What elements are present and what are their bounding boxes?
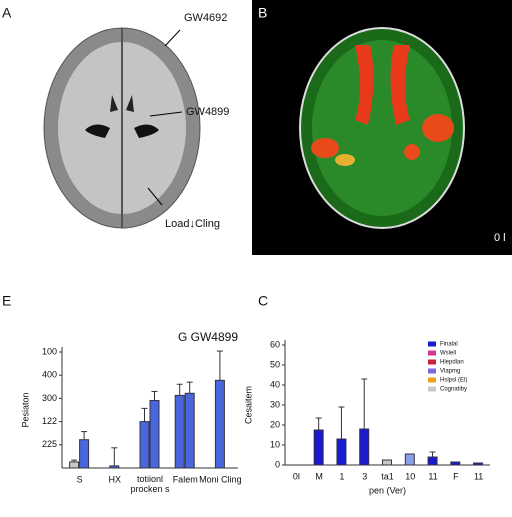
y-tick-label: 20 <box>270 419 280 429</box>
y-tick-label: 300 <box>42 393 57 403</box>
x-tick-label: HX <box>109 474 122 484</box>
annotation: GW4899 <box>186 106 229 118</box>
y-tick-label: 60 <box>270 339 280 349</box>
y-axis-label: Pesiaton <box>20 392 30 427</box>
legend-swatch <box>428 359 436 365</box>
x-axis-label: pen (Ver) <box>369 485 406 495</box>
legend-swatch <box>428 350 436 356</box>
x-tick-label: 1 <box>339 471 344 481</box>
legend-label: Vlapmg <box>440 369 460 375</box>
x-tick-label: totiionl procken s <box>130 474 170 494</box>
bar <box>149 399 160 469</box>
scale-label: 0 l <box>494 232 506 244</box>
bar <box>450 461 461 466</box>
y-tick-label: 122 <box>42 416 57 426</box>
bar <box>184 392 195 469</box>
bar <box>109 465 120 469</box>
annotation: GW4692 <box>184 12 227 24</box>
arrow <box>149 111 183 117</box>
legend-label: Finalal <box>440 342 458 348</box>
bar <box>79 439 90 469</box>
legend-label: Cognatiby <box>440 387 467 393</box>
x-tick-label: S <box>77 474 83 484</box>
bar <box>382 459 392 466</box>
x-tick-label: 3 <box>362 471 367 481</box>
annotation: Load↓Cling <box>165 218 220 230</box>
y-tick-label: 40 <box>270 379 280 389</box>
x-tick-label: F <box>453 471 459 481</box>
y-axis-label: Cesaitem <box>243 386 253 424</box>
x-tick-label: M <box>315 471 323 481</box>
arrow <box>147 187 163 206</box>
y-tick-label: 30 <box>270 399 280 409</box>
y-tick-label: 0 <box>275 459 280 469</box>
bar <box>174 394 185 469</box>
bar <box>473 462 484 466</box>
bar <box>404 453 415 466</box>
legend-label: Wslell <box>440 351 456 357</box>
legend-label: Hlepdlan <box>440 360 464 366</box>
y-tick-label: 225 <box>42 439 57 449</box>
y-tick-label: 10 <box>270 439 280 449</box>
bar <box>427 456 438 466</box>
x-tick-label: Falem <box>173 474 198 484</box>
panel-label: B <box>258 5 267 21</box>
y-tick-label: 100 <box>42 346 57 356</box>
bar <box>69 461 80 469</box>
legend-label: Hslpsl (El) <box>440 378 467 384</box>
x-tick-label: 11 <box>428 471 437 481</box>
legend-swatch <box>428 368 436 374</box>
x-tick-label: 11 <box>474 471 483 481</box>
bar <box>139 421 150 469</box>
panel-label: A <box>2 5 12 21</box>
x-tick-label: 0l <box>293 471 300 481</box>
panel-label: E <box>2 293 11 309</box>
x-tick-label: Moni Cling <box>199 474 242 484</box>
arrow <box>164 29 181 47</box>
bar <box>214 379 225 469</box>
x-tick-label: ta1 <box>381 471 394 481</box>
legend-swatch <box>428 341 436 347</box>
bar <box>336 438 347 466</box>
y-tick-label: 400 <box>42 370 57 380</box>
brain-gray <box>43 27 201 229</box>
y-tick-label: 50 <box>270 359 280 369</box>
brain-map <box>299 27 465 229</box>
legend-swatch <box>428 386 436 392</box>
bar <box>359 428 370 466</box>
bar <box>313 429 324 466</box>
x-tick-label: 10 <box>405 471 415 481</box>
panel-label: C <box>258 293 268 309</box>
chart-title: G GW4899 <box>178 330 238 344</box>
legend-swatch <box>428 377 436 383</box>
